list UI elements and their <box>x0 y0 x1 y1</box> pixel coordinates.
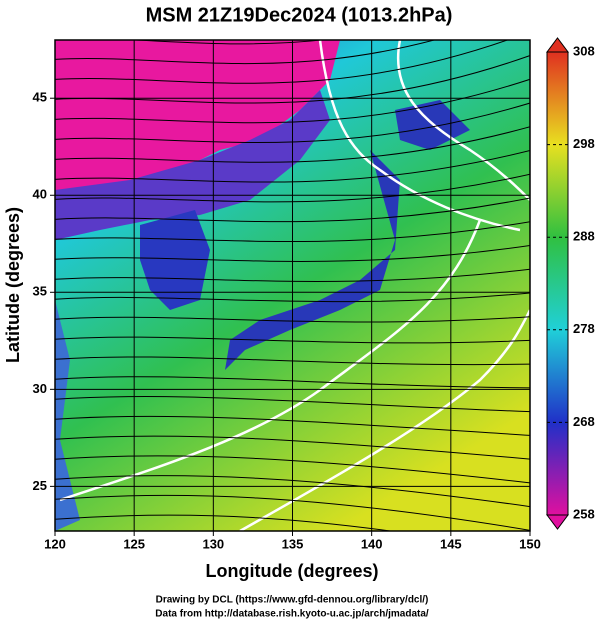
streamline <box>55 126 530 163</box>
streamline <box>55 435 530 460</box>
streamline <box>55 316 530 323</box>
isobar <box>239 309 530 531</box>
cold-land <box>55 90 330 240</box>
streamlines <box>55 40 530 531</box>
streamline <box>55 40 509 84</box>
colorbar-tick-label: 278 <box>573 321 595 336</box>
colorbar-tick-label: 298 <box>573 136 595 151</box>
x-tick-label: 150 <box>519 536 541 551</box>
streamline <box>55 455 530 484</box>
streamline <box>55 244 530 262</box>
streamline <box>55 494 530 531</box>
colorbar-tick-label: 258 <box>573 506 595 521</box>
streamline <box>55 78 530 124</box>
streamline <box>55 292 530 303</box>
chart-title: MSM 21Z19Dec2024 (1013.2hPa) <box>146 4 453 26</box>
isobar <box>59 219 482 502</box>
y-tick-label: 30 <box>33 381 47 396</box>
y-tick-label: 35 <box>33 284 47 299</box>
streamline <box>123 40 326 45</box>
streamline <box>55 336 530 344</box>
colorbar-tick-label: 288 <box>573 229 595 244</box>
colorbar-tick-label: 308 <box>573 43 595 58</box>
streamline <box>55 173 530 203</box>
x-tick-label: 145 <box>440 536 462 551</box>
streamline <box>55 268 530 282</box>
korea <box>140 210 210 310</box>
colorbar-arrow <box>546 37 569 53</box>
colorbar-arrow <box>546 514 569 530</box>
streamline <box>55 221 530 243</box>
streamline <box>55 197 530 223</box>
y-tick-label: 25 <box>33 478 47 493</box>
x-tick-label: 130 <box>202 536 224 551</box>
streamline <box>55 40 437 65</box>
y-tick-label: 45 <box>33 90 47 105</box>
streamline <box>55 149 530 183</box>
streamline <box>55 102 530 143</box>
x-tick-label: 125 <box>123 536 145 551</box>
streamline <box>55 475 530 508</box>
x-axis-title: Longitude (degrees) <box>205 561 378 581</box>
x-tick-label: 140 <box>361 536 383 551</box>
x-tick-label: 135 <box>282 536 304 551</box>
y-tick-label: 40 <box>33 187 47 202</box>
y-axis-title: Latitude (degrees) <box>3 207 23 363</box>
cold-region <box>55 40 340 200</box>
footer-text: Drawing by DCL (https://www.gfd-dennou.o… <box>156 595 429 606</box>
streamline <box>55 396 530 413</box>
streamline <box>55 376 530 389</box>
streamline <box>55 356 530 366</box>
streamline <box>55 415 530 436</box>
colorbar <box>546 51 569 516</box>
x-tick-label: 120 <box>44 536 66 551</box>
footer-text: Data from http://database.rish.kyoto-u.a… <box>155 609 429 620</box>
coast <box>55 300 80 531</box>
colorbar-tick-label: 268 <box>573 414 595 429</box>
isobar <box>396 40 530 201</box>
streamline <box>55 514 394 531</box>
isobar <box>318 40 521 232</box>
